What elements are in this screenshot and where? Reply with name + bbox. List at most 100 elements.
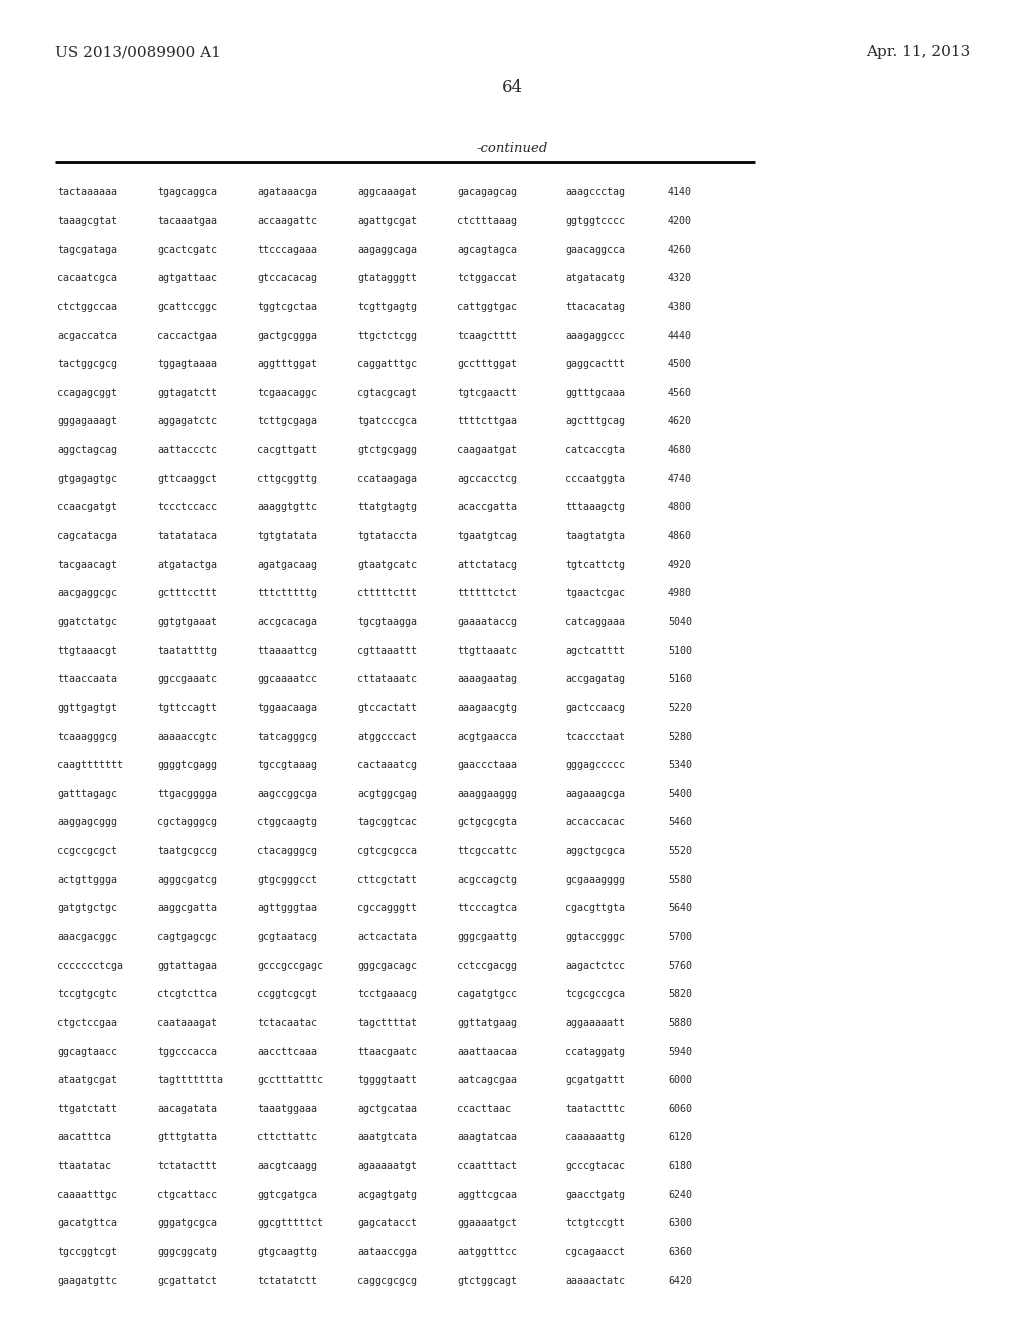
Text: tggggtaatt: tggggtaatt — [357, 1076, 417, 1085]
Text: gtaatgcatc: gtaatgcatc — [357, 560, 417, 570]
Text: ttgacgggga: ttgacgggga — [157, 789, 217, 799]
Text: aggctgcgca: aggctgcgca — [565, 846, 625, 857]
Text: ggcaaaatcc: ggcaaaatcc — [257, 675, 317, 684]
Text: tgtcgaactt: tgtcgaactt — [457, 388, 517, 397]
Text: tggagtaaaa: tggagtaaaa — [157, 359, 217, 370]
Text: ttaaccaata: ttaaccaata — [57, 675, 117, 684]
Text: gaacaggcca: gaacaggcca — [565, 244, 625, 255]
Text: 4440: 4440 — [668, 330, 692, 341]
Text: attctatacg: attctatacg — [457, 560, 517, 570]
Text: ttgctctcgg: ttgctctcgg — [357, 330, 417, 341]
Text: gcccgccgagc: gcccgccgagc — [257, 961, 323, 970]
Text: agaaaaatgt: agaaaaatgt — [357, 1162, 417, 1171]
Text: gaagatgttc: gaagatgttc — [57, 1275, 117, 1286]
Text: taatattttg: taatattttg — [157, 645, 217, 656]
Text: ttaacgaatc: ttaacgaatc — [357, 1047, 417, 1056]
Text: gtgagagtgc: gtgagagtgc — [57, 474, 117, 483]
Text: ttcgccattc: ttcgccattc — [457, 846, 517, 857]
Text: aagaggcaga: aagaggcaga — [357, 244, 417, 255]
Text: caccactgaa: caccactgaa — [157, 330, 217, 341]
Text: taatgcgccg: taatgcgccg — [157, 846, 217, 857]
Text: aaaggtgttc: aaaggtgttc — [257, 503, 317, 512]
Text: aatcagcgaa: aatcagcgaa — [457, 1076, 517, 1085]
Text: tgagcaggca: tgagcaggca — [157, 187, 217, 197]
Text: gttcaaggct: gttcaaggct — [157, 474, 217, 483]
Text: taatactttc: taatactttc — [565, 1104, 625, 1114]
Text: agccacctcg: agccacctcg — [457, 474, 517, 483]
Text: cttcttattc: cttcttattc — [257, 1133, 317, 1143]
Text: 4320: 4320 — [668, 273, 692, 284]
Text: tcgaacaggc: tcgaacaggc — [257, 388, 317, 397]
Text: gcgatgattt: gcgatgattt — [565, 1076, 625, 1085]
Text: acaccgatta: acaccgatta — [457, 503, 517, 512]
Text: aggttcgcaa: aggttcgcaa — [457, 1189, 517, 1200]
Text: catcaggaaa: catcaggaaa — [565, 616, 625, 627]
Text: 4260: 4260 — [668, 244, 692, 255]
Text: accgcacaga: accgcacaga — [257, 616, 317, 627]
Text: gacagagcag: gacagagcag — [457, 187, 517, 197]
Text: ccataggatg: ccataggatg — [565, 1047, 625, 1056]
Text: aaagccctag: aaagccctag — [565, 187, 625, 197]
Text: gaacctgatg: gaacctgatg — [565, 1189, 625, 1200]
Text: ccggtcgcgt: ccggtcgcgt — [257, 989, 317, 999]
Text: 5940: 5940 — [668, 1047, 692, 1056]
Text: aggctagcag: aggctagcag — [57, 445, 117, 455]
Text: ttatgtagtg: ttatgtagtg — [357, 503, 417, 512]
Text: 5100: 5100 — [668, 645, 692, 656]
Text: gaaccctaaa: gaaccctaaa — [457, 760, 517, 770]
Text: ccagagcggt: ccagagcggt — [57, 388, 117, 397]
Text: caataaagat: caataaagat — [157, 1018, 217, 1028]
Text: caggatttgc: caggatttgc — [357, 359, 417, 370]
Text: tagttttttta: tagttttttta — [157, 1076, 223, 1085]
Text: 5040: 5040 — [668, 616, 692, 627]
Text: aaagaggccc: aaagaggccc — [565, 330, 625, 341]
Text: aacgaggcgc: aacgaggcgc — [57, 589, 117, 598]
Text: gcccgtacac: gcccgtacac — [565, 1162, 625, 1171]
Text: acgagtgatg: acgagtgatg — [357, 1189, 417, 1200]
Text: gctttccttt: gctttccttt — [157, 589, 217, 598]
Text: tcaccctaat: tcaccctaat — [565, 731, 625, 742]
Text: 4920: 4920 — [668, 560, 692, 570]
Text: ggtagatctt: ggtagatctt — [157, 388, 217, 397]
Text: cttataaatc: cttataaatc — [357, 675, 417, 684]
Text: 5760: 5760 — [668, 961, 692, 970]
Text: cctccgacgg: cctccgacgg — [457, 961, 517, 970]
Text: gaggcacttt: gaggcacttt — [565, 359, 625, 370]
Text: aagccggcga: aagccggcga — [257, 789, 317, 799]
Text: gggcggcatg: gggcggcatg — [157, 1247, 217, 1257]
Text: cgtacgcagt: cgtacgcagt — [357, 388, 417, 397]
Text: -continued: -continued — [476, 141, 548, 154]
Text: cacgttgatt: cacgttgatt — [257, 445, 317, 455]
Text: 4740: 4740 — [668, 474, 692, 483]
Text: aaattaacaa: aaattaacaa — [457, 1047, 517, 1056]
Text: gagcatacct: gagcatacct — [357, 1218, 417, 1229]
Text: 5400: 5400 — [668, 789, 692, 799]
Text: cccaatggta: cccaatggta — [565, 474, 625, 483]
Text: aaacgacggc: aaacgacggc — [57, 932, 117, 942]
Text: aaaaactatc: aaaaactatc — [565, 1275, 625, 1286]
Text: gggcgaattg: gggcgaattg — [457, 932, 517, 942]
Text: ggatctatgc: ggatctatgc — [57, 616, 117, 627]
Text: tcgcgccgca: tcgcgccgca — [565, 989, 625, 999]
Text: tcctgaaacg: tcctgaaacg — [357, 989, 417, 999]
Text: US 2013/0089900 A1: US 2013/0089900 A1 — [55, 45, 221, 59]
Text: aggtttggat: aggtttggat — [257, 359, 317, 370]
Text: gtttgtatta: gtttgtatta — [157, 1133, 217, 1143]
Text: caagttttttt: caagttttttt — [57, 760, 123, 770]
Text: cactaaatcg: cactaaatcg — [357, 760, 417, 770]
Text: tgtgtatata: tgtgtatata — [257, 531, 317, 541]
Text: tttaaagctg: tttaaagctg — [565, 503, 625, 512]
Text: 4140: 4140 — [668, 187, 692, 197]
Text: 4980: 4980 — [668, 589, 692, 598]
Text: ctgctccgaa: ctgctccgaa — [57, 1018, 117, 1028]
Text: tccctccacc: tccctccacc — [157, 503, 217, 512]
Text: 5280: 5280 — [668, 731, 692, 742]
Text: ggtttgcaaa: ggtttgcaaa — [565, 388, 625, 397]
Text: tctacaatac: tctacaatac — [257, 1018, 317, 1028]
Text: tcgttgagtg: tcgttgagtg — [357, 302, 417, 312]
Text: gtctgcgagg: gtctgcgagg — [357, 445, 417, 455]
Text: acgtggcgag: acgtggcgag — [357, 789, 417, 799]
Text: ttgatctatt: ttgatctatt — [57, 1104, 117, 1114]
Text: atggcccact: atggcccact — [357, 731, 417, 742]
Text: ccacttaac: ccacttaac — [457, 1104, 511, 1114]
